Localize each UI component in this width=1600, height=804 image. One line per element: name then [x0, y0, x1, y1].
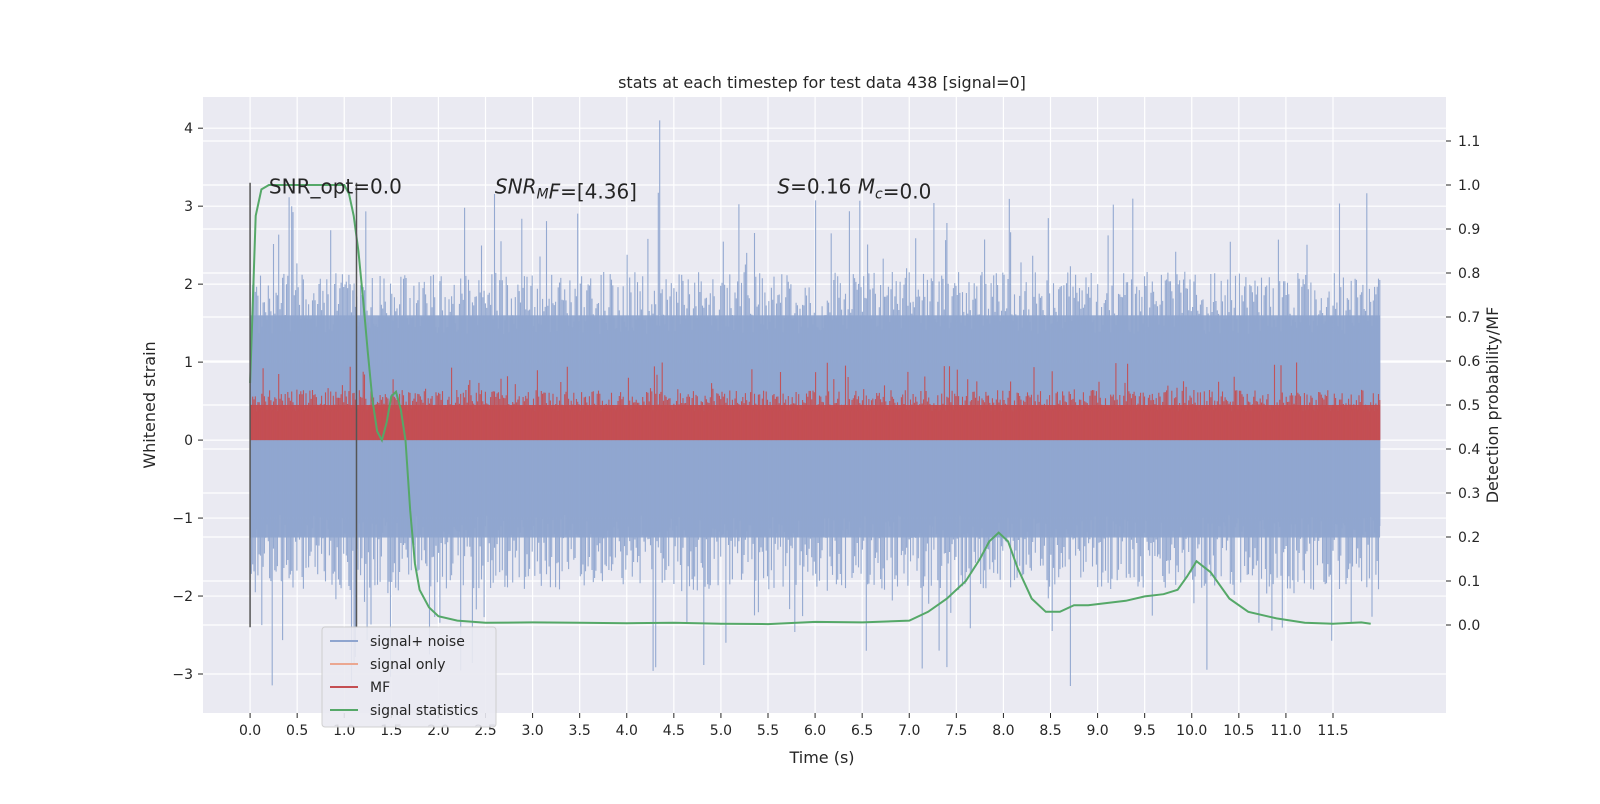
legend-label: signal only	[370, 657, 445, 673]
data-layer	[249, 120, 1381, 686]
annotation-segment: c	[875, 187, 883, 203]
x-tick-label: 10.0	[1176, 723, 1207, 739]
y2-tick-label: 0.0	[1458, 618, 1480, 634]
x-tick-label: 4.0	[616, 723, 638, 739]
x-tick-label: 11.5	[1317, 723, 1348, 739]
x-tick-label: 5.5	[757, 723, 779, 739]
x-tick-label: 5.0	[710, 723, 732, 739]
y-tick-label: 0	[184, 433, 193, 449]
y2-tick-label: 1.1	[1458, 134, 1480, 150]
x-tick-label: 11.0	[1270, 723, 1301, 739]
annotation-segment: SNR_opt=0.0	[269, 175, 402, 199]
y-axis-label: Whitened strain	[140, 341, 159, 468]
annotation-0: SNR_opt=0.0	[269, 175, 402, 199]
y-tick-label: −1	[172, 511, 193, 527]
axis-layer: 0.0 0.5 1.0 1.5 2.0 2.5 3.0 3.5 4.0 4.5 5.0 5.5 6.0 6…	[172, 121, 1480, 739]
y2-tick-label: 0.9	[1458, 222, 1480, 238]
x-tick-label: 10.5	[1223, 723, 1254, 739]
x-tick-label: 6.0	[804, 723, 826, 739]
y2-axis-label: Detection probability/MF	[1483, 307, 1502, 504]
y2-tick-label: 0.5	[1458, 398, 1480, 414]
x-axis-label: Time (s)	[788, 748, 854, 767]
x-tick-label: 9.5	[1134, 723, 1156, 739]
annotation-segment: =0.16	[790, 175, 858, 199]
annotation-1: SNRMF=[4.36]	[495, 175, 637, 204]
y-tick-label: 2	[184, 277, 193, 293]
annotation-segment: SNR	[495, 175, 537, 199]
x-tick-label: 7.0	[898, 723, 920, 739]
x-tick-label: 9.0	[1086, 723, 1108, 739]
annotation-2: S=0.16 Mc=0.0	[777, 175, 931, 204]
series-line-signal-statistics	[249, 184, 1371, 626]
annotation-segment: M	[536, 187, 548, 203]
y-tick-label: 1	[184, 355, 193, 371]
x-tick-label: 3.0	[521, 723, 543, 739]
legend-box	[321, 626, 497, 728]
y-tick-label: −2	[172, 589, 193, 605]
x-tick-label: 8.5	[1039, 723, 1061, 739]
legend-label: signal+ noise	[370, 634, 465, 650]
y-tick-label: 4	[184, 121, 193, 137]
annotation-segment: S	[777, 175, 790, 199]
y2-tick-label: 0.3	[1458, 486, 1480, 502]
y2-tick-label: 0.6	[1458, 354, 1480, 370]
y2-tick-label: 0.7	[1458, 310, 1480, 326]
annotation-segment: M	[858, 175, 875, 199]
x-tick-label: 0.0	[239, 723, 261, 739]
annotation-segment: =0.0	[883, 180, 932, 204]
y-tick-label: 3	[184, 199, 193, 215]
legend: signal+ noise signal only MF signal statist…	[321, 626, 497, 728]
annotation-layer: SNR_opt=0.0 SNRMF=[4.36] S=0.16 Mc=0.0	[269, 175, 931, 204]
legend-label: MF	[370, 680, 390, 696]
x-tick-label: 6.5	[851, 723, 873, 739]
legend-label: signal statistics	[370, 703, 478, 719]
x-tick-label: 3.5	[569, 723, 591, 739]
y2-tick-label: 0.2	[1458, 530, 1480, 546]
marker-layer	[249, 182, 358, 628]
annotation-segment: F	[549, 180, 561, 204]
y2-tick-label: 0.8	[1458, 266, 1480, 282]
y2-tick-label: 0.1	[1458, 574, 1480, 590]
x-tick-label: 0.5	[286, 723, 308, 739]
y2-tick-label: 1.0	[1458, 178, 1480, 194]
y2-tick-label: 0.4	[1458, 442, 1480, 458]
x-tick-label: 8.0	[992, 723, 1014, 739]
annotation-segment: =[4.36]	[560, 180, 637, 204]
chart-title: stats at each timestep for test data 438…	[618, 73, 1026, 92]
x-tick-label: 4.5	[663, 723, 685, 739]
x-tick-label: 7.5	[945, 723, 967, 739]
y-tick-label: −3	[172, 667, 193, 683]
